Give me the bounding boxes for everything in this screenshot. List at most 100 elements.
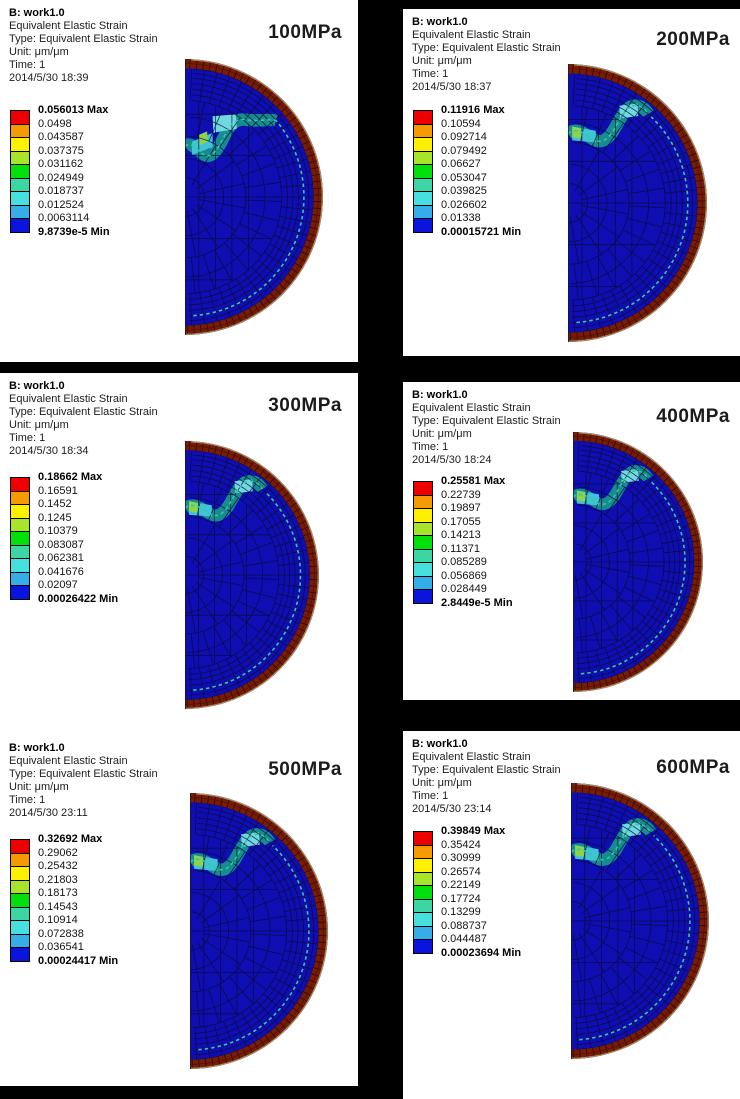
- legend-colorbar: [10, 839, 30, 962]
- legend-value-label: 0.39849 Max: [441, 825, 506, 837]
- legend-value-label: 0.21803: [38, 873, 78, 886]
- result-panel-500mpa: B: work1.0 Equivalent Elastic Strain Typ…: [0, 735, 358, 1086]
- strain-legend: 0.39849 Max 0.35424 0.30999 0.26574 0.22149 0…: [413, 825, 583, 959]
- legend-value-label: 0.26574: [441, 865, 481, 878]
- legend-value-label: 0.14543: [38, 900, 78, 913]
- panel-header: B: work1.0 Equivalent Elastic Strain Typ…: [412, 16, 561, 94]
- legend-value-label: 0.22739: [441, 488, 481, 501]
- result-panel-100mpa: B: work1.0 Equivalent Elastic Strain Typ…: [0, 0, 358, 362]
- legend-value-label: 0.031162: [38, 158, 84, 170]
- legend-value-label: 0.25432: [38, 860, 78, 872]
- legend-value-label: 0.18173: [38, 887, 78, 899]
- strain-contour-mesh: [185, 441, 319, 709]
- strain-contour-mesh: [185, 59, 323, 335]
- legend-value-label: 0.083087: [38, 538, 84, 551]
- result-name: Equivalent Elastic Strain: [9, 393, 128, 405]
- unit-line: Unit: μm/μm: [412, 55, 472, 67]
- result-name: Equivalent Elastic Strain: [9, 755, 128, 767]
- legend-value-label: 0.018737: [38, 185, 84, 197]
- legend-value-label: 0.00023694 Min: [441, 946, 522, 959]
- legend-color-cell: [413, 218, 433, 233]
- legend-value-label: 0.00015721 Min: [441, 225, 522, 238]
- unit-line: Unit: μm/μm: [9, 781, 69, 793]
- pressure-label: 400MPa: [656, 406, 730, 427]
- legend-value-label: 0.092714: [441, 131, 487, 143]
- legend-value-label: 0.0498: [38, 117, 72, 130]
- legend-color-cell: [413, 589, 433, 604]
- legend-value-label: 0.085289: [441, 556, 487, 568]
- strain-legend: 0.18662 Max 0.16591 0.1452 0.1245 0.10379 0.0…: [10, 471, 180, 605]
- strain-contour-mesh: [190, 793, 328, 1069]
- legend-value-label: 0.024949: [38, 171, 84, 184]
- strain-contour-mesh: [573, 432, 703, 692]
- result-panel-600mpa: B: work1.0 Equivalent Elastic Strain Typ…: [403, 731, 740, 1099]
- pressure-label: 200MPa: [656, 29, 730, 50]
- legend-color-cell: [10, 947, 30, 962]
- result-name: Equivalent Elastic Strain: [9, 20, 128, 32]
- legend-value-label: 0.35424: [441, 838, 481, 851]
- legend-color-cell: [413, 939, 433, 954]
- legend-value-label: 0.012524: [38, 198, 84, 211]
- legend-value-label: 0.18662 Max: [38, 471, 103, 483]
- analysis-title: B: work1.0: [412, 16, 468, 28]
- pressure-label: 500MPa: [268, 759, 342, 780]
- legend-value-label: 0.30999: [441, 852, 481, 864]
- analysis-title: B: work1.0: [9, 380, 65, 392]
- legend-value-label: 0.29062: [38, 846, 78, 859]
- result-name: Equivalent Elastic Strain: [412, 29, 531, 41]
- time-line: Time: 1: [412, 441, 449, 453]
- result-type: Type: Equivalent Elastic Strain: [412, 415, 561, 427]
- legend-value-label: 0.088737: [441, 919, 487, 932]
- panel-header: B: work1.0 Equivalent Elastic Strain Typ…: [9, 7, 158, 85]
- legend-value-label: 0.079492: [441, 144, 487, 157]
- analysis-title: B: work1.0: [412, 389, 468, 401]
- timestamp: 2014/5/30 18:24: [412, 454, 492, 466]
- strain-contour-mesh: [568, 64, 707, 342]
- legend-value-label: 0.041676: [38, 565, 84, 578]
- timestamp: 2014/5/30 18:39: [9, 72, 89, 84]
- legend-value-label: 0.32692 Max: [38, 833, 103, 845]
- strain-contour-mesh: [571, 783, 709, 1059]
- time-line: Time: 1: [9, 794, 46, 806]
- analysis-title: B: work1.0: [412, 738, 468, 750]
- legend-value-label: 0.14213: [441, 529, 481, 541]
- legend-value-label: 0.17724: [441, 892, 481, 905]
- legend-value-label: 0.053047: [441, 171, 487, 184]
- legend-value-label: 0.039825: [441, 185, 487, 197]
- strain-legend: 0.32692 Max 0.29062 0.25432 0.21803 0.18173 0…: [10, 833, 180, 967]
- legend-value-label: 0.22149: [441, 879, 481, 891]
- legend-color-cell: [10, 585, 30, 600]
- legend-value-label: 0.01338: [441, 212, 481, 224]
- time-line: Time: 1: [412, 790, 449, 802]
- legend-value-label: 0.13299: [441, 906, 481, 918]
- legend-color-cell: [10, 218, 30, 233]
- strain-legend: 0.056013 Max 0.0498 0.043587 0.037375 0.0311…: [10, 104, 180, 238]
- legend-value-label: 0.10379: [38, 525, 78, 537]
- unit-line: Unit: μm/μm: [412, 428, 472, 440]
- timestamp: 2014/5/30 23:14: [412, 803, 492, 815]
- panel-header: B: work1.0 Equivalent Elastic Strain Typ…: [412, 738, 561, 816]
- legend-value-label: 0.11916 Max: [441, 104, 505, 116]
- legend-value-label: 0.1245: [38, 511, 72, 524]
- analysis-title: B: work1.0: [9, 7, 65, 19]
- panel-header: B: work1.0 Equivalent Elastic Strain Typ…: [9, 380, 158, 458]
- timestamp: 2014/5/30 18:34: [9, 445, 89, 457]
- legend-value-label: 0.026602: [441, 198, 487, 211]
- result-type: Type: Equivalent Elastic Strain: [9, 33, 158, 45]
- legend-value-label: 0.056869: [441, 569, 487, 582]
- legend-value-label: 0.19897: [441, 502, 481, 514]
- result-type: Type: Equivalent Elastic Strain: [412, 42, 561, 54]
- legend-value-label: 0.16591: [38, 484, 78, 497]
- unit-line: Unit: μm/μm: [9, 419, 69, 431]
- legend-colorbar: [413, 110, 433, 233]
- legend-value-label: 0.06627: [441, 158, 481, 170]
- panel-header: B: work1.0 Equivalent Elastic Strain Typ…: [412, 389, 561, 467]
- legend-value-label: 0.02097: [38, 579, 78, 591]
- unit-line: Unit: μm/μm: [412, 777, 472, 789]
- time-line: Time: 1: [412, 68, 449, 80]
- timestamp: 2014/5/30 18:37: [412, 81, 492, 93]
- legend-value-label: 0.00024417 Min: [38, 954, 119, 967]
- legend-value-label: 0.0063114: [38, 212, 90, 224]
- legend-value-label: 0.10594: [441, 117, 481, 130]
